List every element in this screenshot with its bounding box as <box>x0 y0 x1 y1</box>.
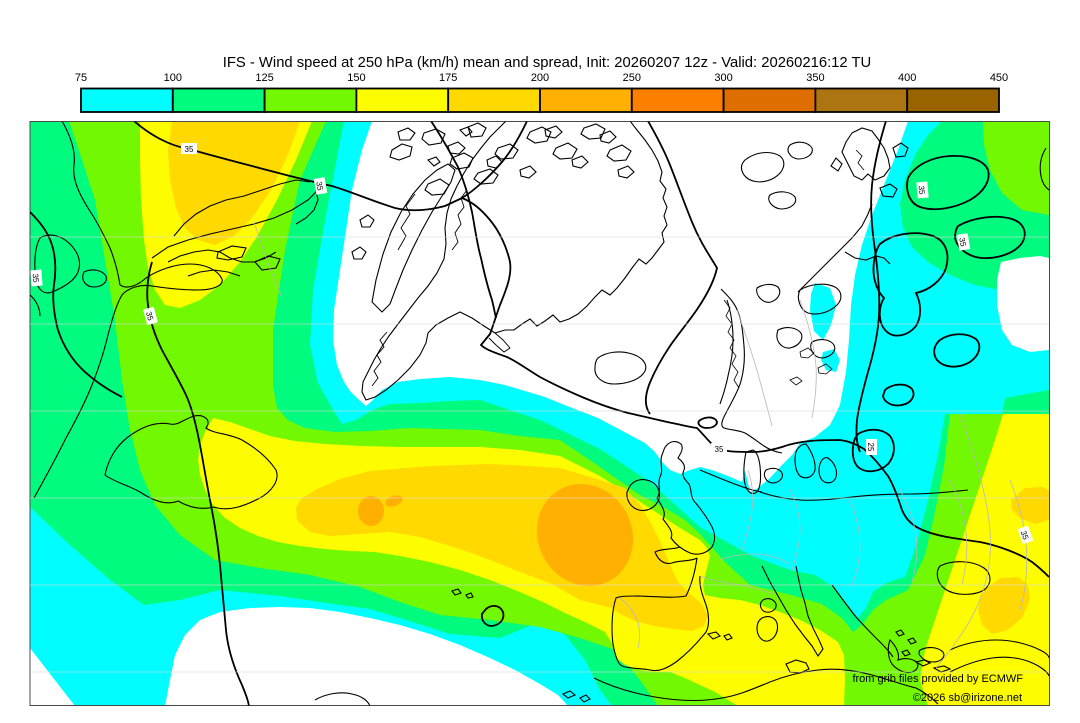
svg-text:125: 125 <box>255 72 273 84</box>
svg-text:450: 450 <box>990 72 1008 84</box>
svg-text:35: 35 <box>144 311 155 322</box>
svg-text:35: 35 <box>314 181 325 192</box>
svg-text:25: 25 <box>866 443 875 452</box>
svg-text:100: 100 <box>164 72 182 84</box>
svg-text:35: 35 <box>31 273 41 283</box>
svg-text:IFS - Wind speed at 250 hPa (k: IFS - Wind speed at 250 hPa (km/h) mean … <box>223 55 871 71</box>
svg-text:35: 35 <box>957 237 968 248</box>
svg-text:35: 35 <box>715 445 724 454</box>
svg-text:©2026 sb@irizone.net: ©2026 sb@irizone.net <box>913 692 1022 704</box>
svg-text:from grib files provided by EC: from grib files provided by ECMWF <box>852 673 1023 685</box>
svg-text:35: 35 <box>1019 529 1031 541</box>
svg-text:200: 200 <box>531 72 549 84</box>
svg-text:75: 75 <box>75 72 87 84</box>
svg-text:150: 150 <box>347 72 365 84</box>
svg-text:250: 250 <box>623 72 641 84</box>
svg-text:35: 35 <box>917 185 927 195</box>
svg-text:175: 175 <box>439 72 457 84</box>
svg-text:350: 350 <box>806 72 824 84</box>
svg-text:400: 400 <box>898 72 916 84</box>
svg-text:35: 35 <box>185 145 194 154</box>
svg-text:300: 300 <box>714 72 732 84</box>
